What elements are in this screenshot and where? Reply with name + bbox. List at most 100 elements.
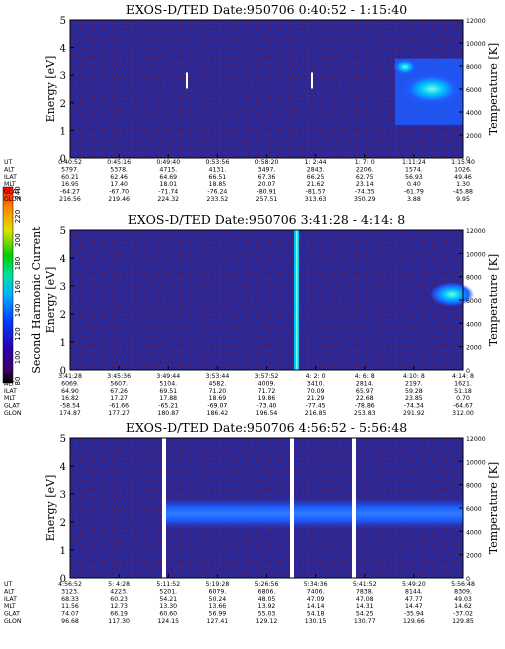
data-gap: [352, 438, 356, 578]
ephemeris-value: -61.79: [404, 189, 424, 196]
ephemeris-value: 0:40:52: [58, 159, 82, 166]
ephemeris-value: 130.77: [354, 618, 376, 625]
ephemeris-value: 0.40: [407, 181, 421, 188]
ephemeris-row-label: UT: [4, 373, 13, 380]
y-tick-label: 0: [60, 154, 66, 165]
ephemeris-value: 1.30: [456, 181, 470, 188]
ephemeris-value: 55.03: [258, 611, 276, 618]
y-tick-label: 1: [60, 338, 66, 349]
ephemeris-value: 96.68: [61, 618, 79, 625]
ephemeris-row-label: UT: [4, 159, 13, 166]
colorbar-tick-label: 200: [14, 233, 22, 246]
ephemeris-row-label: ALT: [4, 166, 15, 173]
ephemeris-row-label: GLAT: [4, 611, 20, 618]
colorbar: 240 220 200 180 160 140 120 100 80 Second Harmon…: [2, 186, 43, 385]
ephemeris-value: 66.51: [209, 174, 227, 181]
ephemeris-row-label: GLON: [4, 196, 22, 203]
y2-tick-label: 8000: [466, 275, 482, 282]
ephemeris-value: 5:49:20: [402, 581, 426, 588]
y2-tick-label: 12000: [466, 436, 486, 443]
ephemeris-value: -74.34: [404, 403, 424, 410]
ephemeris-value: 13.92: [258, 603, 276, 610]
y-tick-label: 1: [60, 126, 66, 137]
ephemeris-value: 60.23: [110, 596, 128, 603]
ephemeris-value: 20.07: [258, 181, 276, 188]
ephemeris-value: 6079.: [209, 588, 227, 595]
ephemeris-value: 65.97: [356, 388, 374, 395]
y2-tick-label: 10000: [466, 459, 486, 466]
ephemeris-value: 60.21: [61, 174, 79, 181]
ephemeris-value: 50.24: [209, 596, 227, 603]
colorbar-ticks: 240 220 200 180 160 140 120 100 80: [14, 186, 22, 385]
ephemeris-value: 23.85: [405, 395, 423, 402]
ephemeris-value: 5104.: [159, 380, 177, 387]
ephemeris-value: 13.30: [159, 603, 177, 610]
ephemeris-row-label: ILAT: [4, 596, 17, 603]
ephemeris-value: 9.95: [456, 196, 470, 203]
ephemeris-value: 16.82: [61, 395, 79, 402]
panels: EXOS-D/TED Date:950706 0:40:52 - 1:15:40…: [4, 2, 500, 625]
ephemeris-value: 177.27: [108, 410, 130, 417]
spectrogram-panel: EXOS-D/TED Date:950706 4:56:52 - 5:56:48…: [4, 420, 500, 625]
ephemeris-value: 5:26:56: [255, 581, 279, 588]
y-tick-label: 0: [60, 574, 66, 585]
ephemeris-value: 1: 2:44: [305, 159, 327, 166]
ephemeris-value: 7838.: [356, 588, 374, 595]
ephemeris-value: -77.45: [306, 403, 326, 410]
ephemeris-value: 48.05: [258, 596, 276, 603]
ephemeris-value: 18.69: [209, 395, 227, 402]
ephemeris-value: 70.09: [307, 388, 325, 395]
ephemeris-value: 71.20: [209, 388, 227, 395]
ephemeris-value: 19.86: [258, 395, 276, 402]
y2-tick-label: 2000: [466, 133, 482, 140]
y2-tick-label: 6000: [466, 87, 482, 94]
ephemeris-value: 11.56: [61, 603, 79, 610]
ephemeris-value: 196.54: [256, 410, 278, 417]
ephemeris-value: 56.93: [405, 174, 423, 181]
y-tick-label: 2: [60, 310, 66, 321]
bright-spike-core: [296, 230, 298, 370]
panel-title: EXOS-D/TED Date:950706 4:56:52 - 5:56:48: [126, 420, 407, 435]
ephemeris-value: 0:53:56: [205, 159, 229, 166]
ephemeris-row-label: MLT: [4, 181, 16, 188]
ephemeris-value: 64.90: [61, 388, 79, 395]
y-tick-label: 5: [60, 16, 66, 27]
data-gap-marker: [311, 72, 313, 89]
ephemeris-value: -81.57: [306, 189, 326, 196]
ephemeris-value: 3123.: [61, 588, 79, 595]
ephemeris-value: 56.99: [209, 611, 227, 618]
ephemeris-value: 219.46: [108, 196, 130, 203]
ephemeris-value: -78.86: [355, 403, 375, 410]
y2-tick-label: 4000: [466, 110, 482, 117]
ephemeris-value: -71.74: [158, 189, 178, 196]
ephemeris-value: 67.36: [258, 174, 276, 181]
ephemeris-value: -65.21: [158, 403, 178, 410]
ephemeris-value: -64.27: [60, 189, 80, 196]
colorbar-tick-label: 100: [14, 351, 22, 364]
ephemeris-value: 69.51: [159, 388, 177, 395]
colorbar-tick-label: 120: [14, 327, 22, 340]
y-tick-label: 2: [60, 518, 66, 529]
ephemeris-value: 1:15:40: [451, 159, 475, 166]
ephemeris-value: 6069.: [61, 380, 79, 387]
y-tick-label: 4: [60, 44, 66, 55]
ephemeris-row-label: UT: [4, 581, 13, 588]
y2-tick-label: 0: [466, 368, 470, 375]
ephemeris-value: 224.32: [157, 196, 179, 203]
y2-tick-label: 0: [466, 576, 470, 583]
ephemeris-value: 4:56:52: [58, 581, 82, 588]
ephemeris-value: 66.25: [307, 174, 325, 181]
ephemeris-value: 2843.: [307, 166, 325, 173]
y-tick-label: 3: [60, 490, 66, 501]
ephemeris-value: 4582.: [209, 380, 227, 387]
ephemeris-row-label: GLAT: [4, 403, 20, 410]
intensity-peak: [393, 58, 417, 75]
ephemeris-value: 18.01: [159, 181, 177, 188]
ephemeris-value: 124.15: [157, 618, 179, 625]
ephemeris-value: 5201.: [159, 588, 177, 595]
y2-tick-label: 0: [466, 156, 470, 163]
ephemeris-row-label: MLT: [4, 603, 16, 610]
ephemeris-value: 71.72: [258, 388, 276, 395]
ephemeris-value: 1026.: [454, 166, 472, 173]
